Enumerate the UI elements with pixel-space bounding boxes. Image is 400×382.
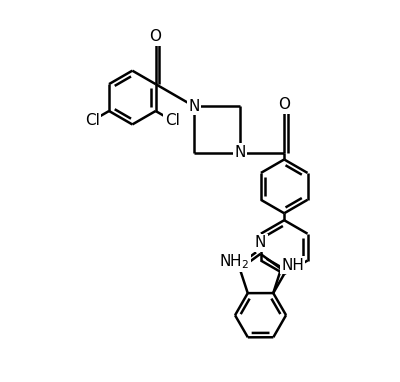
Text: O: O <box>150 29 162 44</box>
Text: NH: NH <box>281 257 304 273</box>
Text: N: N <box>188 99 200 113</box>
Text: Cl: Cl <box>165 113 180 128</box>
Text: Cl: Cl <box>85 113 100 128</box>
Text: O: O <box>278 97 290 112</box>
Text: N: N <box>255 235 266 251</box>
Text: N: N <box>234 145 246 160</box>
Text: NH$_2$: NH$_2$ <box>219 252 249 271</box>
